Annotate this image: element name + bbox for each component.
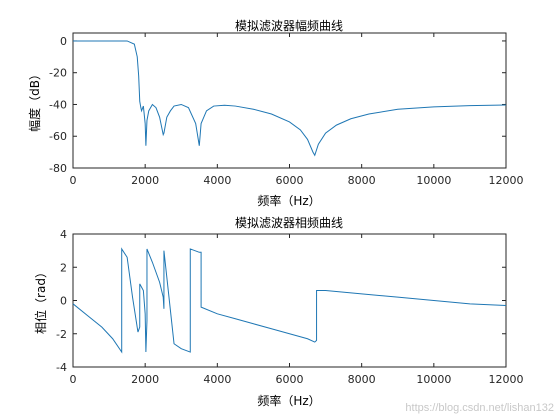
- magnitude-plot-frame: [72, 32, 507, 169]
- x-tick-label: 8000: [348, 174, 376, 187]
- phase-axes: 模拟滤波器相频曲线 频率（Hz） 相位（rad） 0 2000 4000 6000 80…: [33, 216, 524, 408]
- y-tick-label: -60: [49, 130, 67, 143]
- magnitude-axes: 模拟滤波器幅频曲线 频率（Hz） 幅度（dB） 0 2000 4000 6000 800…: [27, 18, 524, 208]
- x-tick-label: 2000: [131, 373, 159, 386]
- x-tick-label: 6000: [276, 373, 304, 386]
- x-tick-label: 2000: [131, 174, 159, 187]
- y-tick-label: -40: [49, 98, 67, 111]
- magnitude-title: 模拟滤波器幅频曲线: [235, 18, 343, 33]
- phase-y-label: 相位（rad）: [33, 266, 48, 334]
- y-tick-label: 2: [60, 261, 67, 274]
- y-tick-label: -4: [56, 361, 67, 374]
- x-tick-label: 10000: [416, 373, 451, 386]
- phase-x-label: 频率（Hz）: [257, 393, 320, 408]
- phase-ticks: 0 2000 4000 6000 8000 10000 12000 4 2 0 -2 -4: [56, 228, 523, 386]
- phase-title: 模拟滤波器相频曲线: [235, 216, 343, 230]
- x-tick-label: 4000: [203, 373, 231, 386]
- x-tick-label: 0: [70, 174, 77, 187]
- y-tick-label: 0: [60, 295, 67, 308]
- x-tick-label: 0: [70, 373, 77, 386]
- phase-series-line: [72, 247, 507, 354]
- x-tick-label: 8000: [348, 373, 376, 386]
- y-tick-label: 0: [60, 35, 67, 48]
- x-tick-label: 12000: [489, 174, 524, 187]
- y-tick-label: -80: [49, 162, 67, 175]
- x-tick-label: 12000: [489, 373, 524, 386]
- watermark: https://blog.csdn.net/lishan132: [405, 402, 554, 414]
- phase-plot-frame: [72, 233, 507, 368]
- magnitude-series-line: [73, 40, 507, 157]
- magnitude-y-label: 幅度（dB）: [27, 68, 42, 132]
- x-tick-label: 4000: [203, 174, 231, 187]
- magnitude-ticks: 0 2000 4000 6000 8000 10000 12000 0 -20 -40 -60 -80: [49, 33, 524, 187]
- y-tick-label: -2: [56, 328, 67, 341]
- x-tick-label: 10000: [416, 174, 451, 187]
- y-tick-label: 4: [60, 228, 67, 241]
- magnitude-x-label: 频率（Hz）: [257, 193, 320, 208]
- y-tick-label: -20: [49, 67, 67, 80]
- x-tick-label: 6000: [276, 174, 304, 187]
